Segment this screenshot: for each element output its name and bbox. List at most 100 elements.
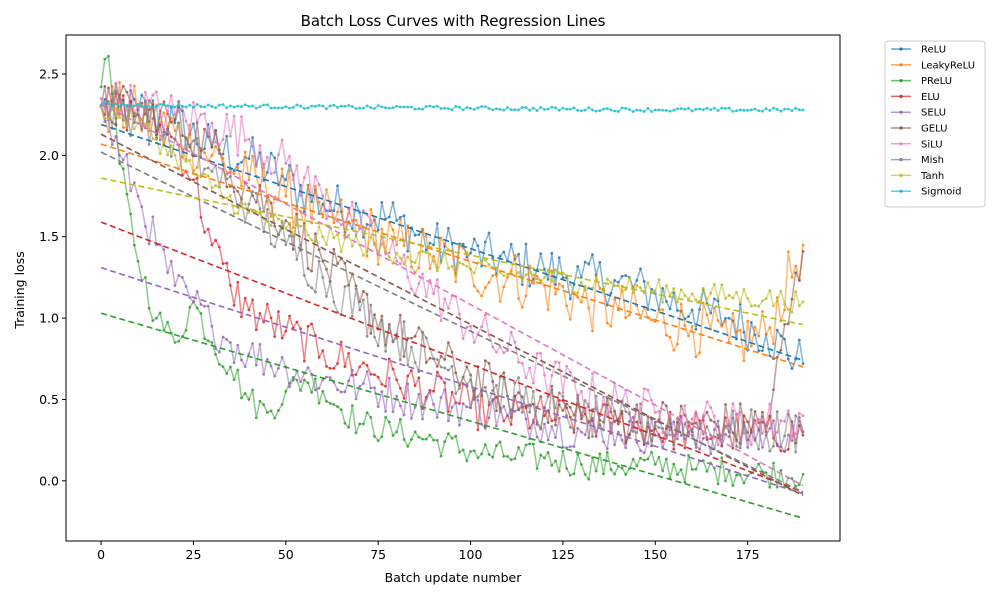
point-tanh	[188, 158, 192, 162]
point-prelu	[236, 368, 240, 372]
point-elu	[277, 310, 280, 314]
point-sigmoid	[155, 105, 158, 109]
point-mish	[491, 389, 495, 392]
point-mish	[591, 435, 594, 438]
point-prelu	[325, 399, 328, 403]
point-sigmoid	[642, 110, 646, 113]
point-silu	[709, 406, 713, 409]
point-relu	[546, 277, 550, 281]
point-sigmoid	[262, 103, 266, 107]
point-prelu	[362, 422, 365, 426]
point-elu	[450, 390, 454, 394]
point-mish	[639, 402, 642, 406]
point-leakyrelu	[306, 184, 310, 187]
point-mish	[513, 381, 517, 385]
point-tanh	[129, 106, 133, 110]
point-leakyrelu	[232, 172, 236, 176]
point-prelu	[136, 259, 140, 263]
point-sigmoid	[487, 107, 491, 110]
point-mish	[746, 431, 750, 435]
point-selu	[184, 284, 188, 288]
point-relu	[712, 297, 716, 301]
point-silu	[406, 275, 410, 279]
point-gelu	[325, 267, 328, 271]
point-sigmoid	[288, 106, 291, 110]
point-silu	[317, 183, 321, 186]
point-silu	[410, 287, 413, 291]
point-silu	[653, 411, 657, 414]
point-relu	[620, 274, 624, 278]
point-leakyrelu	[650, 318, 653, 322]
point-prelu	[125, 192, 129, 196]
point-selu	[343, 390, 347, 394]
point-sigmoid	[273, 106, 277, 110]
legend-label: SiLU	[921, 139, 943, 150]
point-elu	[199, 215, 203, 219]
point-sigmoid	[140, 105, 144, 109]
point-silu	[247, 137, 251, 141]
point-silu	[738, 410, 742, 414]
point-elu	[332, 366, 336, 370]
point-tanh	[336, 233, 339, 236]
point-elu	[169, 135, 173, 139]
point-selu	[280, 355, 284, 359]
point-gelu	[180, 134, 184, 137]
point-tanh	[229, 194, 232, 197]
point-prelu	[424, 437, 428, 441]
point-selu	[432, 402, 435, 406]
point-relu	[103, 97, 107, 101]
point-relu	[206, 122, 210, 126]
point-gelu	[568, 406, 572, 409]
point-prelu	[613, 472, 617, 476]
point-prelu	[650, 450, 653, 454]
point-sigmoid	[775, 107, 779, 111]
point-tanh	[203, 172, 206, 176]
point-sigmoid	[199, 105, 203, 108]
point-selu	[288, 385, 291, 389]
point-prelu	[646, 457, 650, 461]
point-sigmoid	[306, 106, 310, 110]
point-tanh	[749, 304, 753, 308]
point-silu	[768, 402, 772, 406]
point-prelu	[591, 456, 594, 460]
point-mish	[458, 386, 461, 390]
point-gelu	[210, 145, 214, 149]
point-selu	[373, 386, 376, 390]
point-leakyrelu	[712, 306, 716, 310]
point-relu	[639, 267, 642, 271]
legend-label: GELU	[921, 124, 947, 135]
point-silu	[199, 113, 203, 116]
point-relu	[269, 151, 273, 155]
point-elu	[373, 373, 376, 377]
point-sigmoid	[709, 108, 713, 112]
point-elu	[258, 311, 262, 315]
point-mish	[779, 445, 783, 449]
point-selu	[110, 143, 114, 146]
point-silu	[258, 144, 262, 147]
point-selu	[291, 378, 295, 382]
point-selu	[624, 446, 628, 450]
point-tanh	[384, 249, 387, 253]
point-silu	[350, 200, 354, 204]
point-leakyrelu	[783, 308, 786, 312]
point-mish	[369, 303, 373, 307]
point-leakyrelu	[701, 301, 705, 305]
point-selu	[465, 405, 469, 409]
regression-prelu	[100, 312, 804, 519]
point-elu	[568, 415, 572, 419]
point-elu	[240, 315, 243, 319]
point-relu	[365, 223, 369, 226]
point-prelu	[398, 417, 402, 421]
series-mish	[99, 89, 805, 454]
point-prelu	[217, 362, 221, 366]
point-mish	[295, 258, 299, 261]
point-silu	[483, 313, 487, 317]
point-mish	[635, 431, 639, 435]
point-selu	[140, 205, 144, 209]
point-selu	[144, 224, 147, 228]
point-relu	[240, 160, 243, 164]
point-leakyrelu	[243, 150, 247, 154]
point-selu	[565, 446, 569, 450]
point-tanh	[424, 251, 428, 254]
point-tanh	[694, 298, 698, 302]
